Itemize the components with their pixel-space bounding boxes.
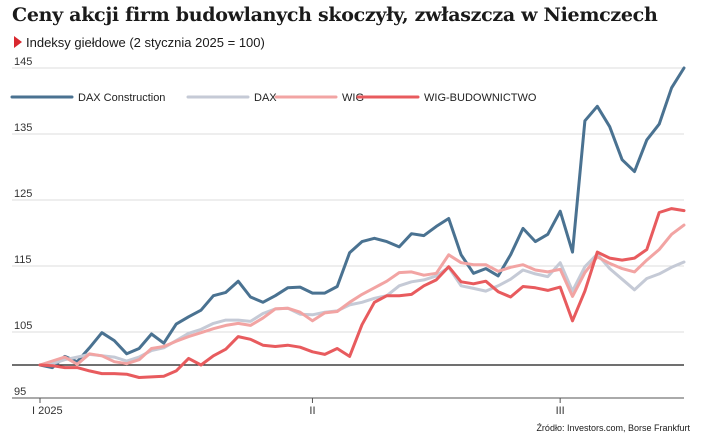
x-tick-label-2: III	[556, 405, 565, 417]
legend: DAX Construction DAX WIG WIG-BUDOWNICTWO	[10, 92, 537, 104]
y-tick-label-105: 105	[14, 320, 32, 332]
y-tick-label-95: 95	[14, 386, 26, 398]
y-tick-label-125: 125	[14, 188, 32, 200]
chart-title: Ceny akcji firm budowlanych skoczyły, zw…	[12, 4, 658, 26]
series-line-0	[38, 66, 686, 370]
x-axis: I 2025 II III	[12, 397, 684, 417]
legend-label-1: DAX	[254, 92, 277, 104]
legend-label-0: DAX Construction	[78, 92, 165, 104]
series-line-3	[38, 207, 686, 379]
triangle-marker-icon	[14, 36, 22, 48]
series-lines	[38, 66, 686, 379]
x-tick-label-1: II	[309, 405, 315, 417]
y-tick-label-115: 115	[14, 254, 32, 266]
legend-label-2: WIG	[342, 92, 364, 104]
chart-subtitle: Indeksy giełdowe (2 stycznia 2025 = 100)	[14, 35, 265, 50]
grid-lines	[12, 67, 684, 399]
y-tick-label-145: 145	[14, 56, 32, 68]
x-tick-label-0: I 2025	[32, 405, 63, 417]
y-axis-labels: 95 105 115 125 135 145	[14, 56, 32, 398]
series-line-2	[38, 223, 686, 367]
subtitle-text: Indeksy giełdowe (2 stycznia 2025 = 100)	[26, 35, 265, 50]
legend-label-3: WIG-BUDOWNICTWO	[424, 92, 537, 104]
y-tick-label-135: 135	[14, 122, 32, 134]
source-note: Źródło: Investors.com, Borse Frankfurt	[536, 423, 690, 433]
